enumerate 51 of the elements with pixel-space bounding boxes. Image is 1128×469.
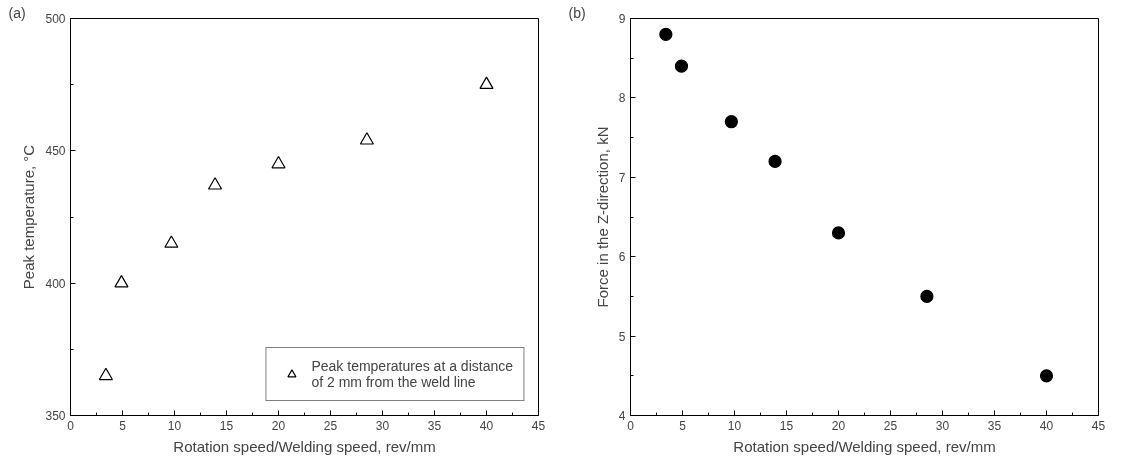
x-tick-label: 30 (375, 418, 390, 433)
x-axis-title: Rotation speed/Welding speed, rev/mm (173, 437, 436, 455)
point (271, 155, 286, 169)
point (207, 177, 223, 190)
y-axis-title: Force in the Z-direction, kN (593, 126, 611, 308)
point (164, 235, 179, 248)
point (114, 275, 129, 288)
y-tick-label: 6 (618, 250, 626, 265)
x-tick-label: 40 (1039, 418, 1054, 433)
legend-label: Peak temperatures at a distance of 2 mm from the weld line (311, 358, 513, 390)
x-tick-label: 0 (627, 418, 635, 433)
point (479, 76, 494, 90)
point (359, 132, 374, 145)
x-axis-title: Rotation speed/Welding speed, rev/mm (733, 437, 996, 455)
x-tick-label: 45 (1091, 418, 1106, 433)
y-tick-label: 8 (618, 91, 626, 106)
y-tick-label: 9 (618, 12, 626, 26)
x-tick-label: 0 (67, 418, 75, 433)
x-tick-label: 40 (479, 418, 494, 433)
point (920, 289, 934, 303)
x-tick-label: 15 (219, 418, 234, 433)
point (98, 367, 113, 381)
point (1039, 369, 1054, 383)
x-tick-label: 25 (323, 418, 338, 433)
x-tick-label: 20 (831, 418, 846, 433)
point (724, 115, 738, 129)
x-tick-label: 45 (531, 418, 546, 433)
y-tick-label: 500 (45, 12, 66, 26)
y-tick-label: 450 (45, 144, 66, 159)
x-tick-label: 10 (727, 418, 742, 433)
x-tick-label: 15 (779, 418, 794, 433)
y-axis-title: Peak temperature, °C (20, 144, 38, 290)
x-tick-label: 10 (167, 418, 182, 433)
point (674, 59, 689, 73)
y-tick-label: 400 (45, 276, 66, 291)
point (831, 226, 846, 240)
text: (a) (8, 4, 26, 21)
x-tick-label: 20 (271, 418, 286, 433)
x-tick-label: 30 (935, 418, 950, 433)
x-tick-label: 35 (427, 418, 442, 433)
x-tick-label: 5 (679, 418, 687, 433)
y-tick-label: 350 (45, 409, 66, 423)
y-tick-label: 4 (618, 409, 626, 423)
x-tick-label: 5 (119, 418, 127, 433)
x-tick-label: 25 (883, 418, 898, 433)
y-tick-label: 5 (618, 329, 626, 344)
point (659, 27, 673, 41)
x-tick-label: 35 (987, 418, 1002, 433)
text: (b) (568, 4, 586, 21)
y-tick-label: 7 (618, 170, 626, 185)
point (768, 154, 782, 169)
